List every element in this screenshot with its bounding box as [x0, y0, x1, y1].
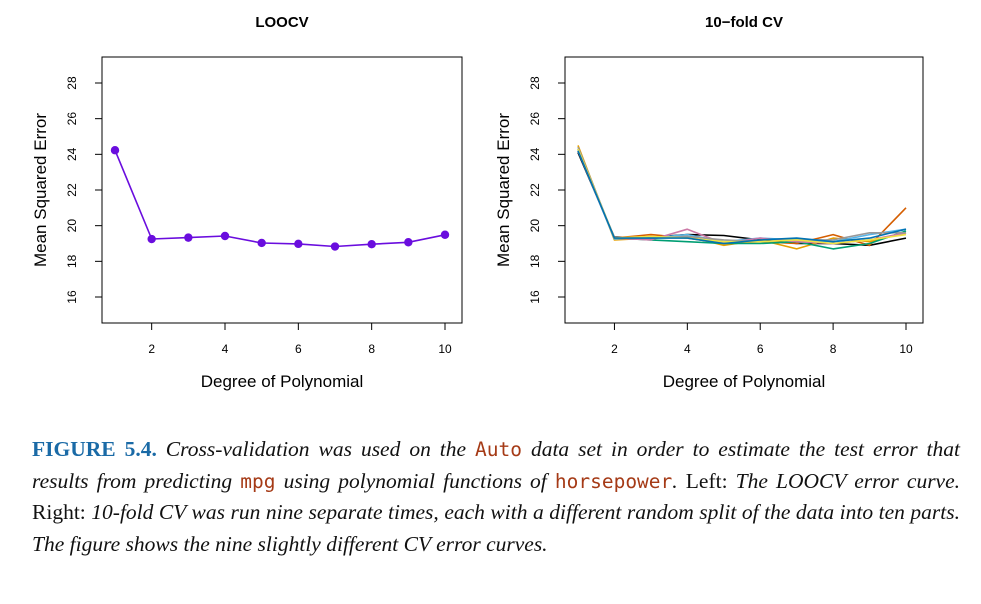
plot-frame: [564, 56, 924, 324]
x-tick-label: 10: [899, 342, 913, 356]
series-line-6: [577, 150, 907, 245]
series-line-1: [577, 152, 907, 247]
y-tick-label: 20: [528, 219, 542, 233]
caption-text: using polynomial functions of: [275, 468, 555, 493]
y-tick-label: 16: [65, 290, 79, 304]
series-line-8: [577, 148, 907, 245]
series-line-7: [577, 146, 906, 243]
plot-frame: [101, 56, 463, 324]
code-horsepower: horsepower: [554, 469, 673, 493]
x-tick-label: 4: [222, 342, 229, 356]
figure-caption: FIGURE 5.4. Cross-validation was used on…: [32, 434, 960, 560]
data-point: [404, 238, 413, 247]
panel-1: LOOCV Degree of Polynomial Mean Squared Er…: [31, 14, 463, 391]
data-point: [257, 238, 266, 248]
caption-text: .: [672, 468, 686, 493]
x-tick-label: 10: [438, 342, 452, 356]
y-tick-label: 24: [528, 147, 542, 161]
x-tick-label: 2: [148, 342, 155, 356]
data-point: [440, 230, 450, 239]
y-tick-label: 26: [65, 112, 79, 126]
caption-text: 10-fold CV was run nine separate times, …: [32, 500, 960, 556]
caption-text: The LOOCV error curve.: [727, 468, 961, 493]
y-tick-label: 16: [528, 290, 542, 304]
caption-text: Cross-validation was used on the: [156, 437, 476, 461]
chart-title: LOOCV: [255, 14, 308, 31]
figure-label: FIGURE 5.4.: [32, 437, 157, 461]
y-axis-label: Mean Squared Error: [494, 113, 513, 267]
y-tick-label: 24: [65, 147, 79, 161]
x-tick-label: 6: [295, 342, 302, 356]
y-tick-label: 26: [528, 112, 542, 126]
caption-text: data set in order to estimate the test e…: [32, 437, 960, 493]
data-point: [184, 233, 193, 242]
data-point: [110, 146, 120, 155]
x-tick-label: 8: [368, 342, 375, 356]
y-tick-label: 18: [528, 254, 542, 268]
y-axis-label: Mean Squared Error: [31, 113, 50, 267]
chart-svg: LOOCV Degree of Polynomial Mean Squared Er…: [31, 14, 924, 391]
series-line-2: [577, 148, 907, 247]
y-tick-label: 22: [65, 183, 79, 197]
x-tick-label: 6: [757, 342, 764, 356]
series-line-5: [577, 148, 907, 250]
caption-right-label: Right:: [32, 500, 86, 524]
caption-left-label: Left:: [685, 468, 728, 493]
data-point: [330, 242, 340, 251]
chart-title: 10−fold CV: [705, 14, 783, 31]
code-auto: Auto: [475, 438, 522, 461]
y-tick-label: 20: [65, 219, 79, 233]
panel-2: 10−fold CV Degree of Polynomial Mean Squar…: [494, 14, 924, 391]
series-line-3: [577, 145, 907, 250]
data-point: [294, 239, 303, 249]
data-point: [220, 231, 230, 241]
series-line-1: [114, 149, 446, 248]
data-point: [147, 234, 156, 244]
figure: LOOCV Degree of Polynomial Mean Squared Er…: [31, 14, 924, 391]
y-tick-label: 28: [65, 76, 79, 90]
y-tick-label: 28: [528, 76, 542, 90]
x-axis-label: Degree of Polynomial: [663, 372, 826, 391]
x-tick-label: 4: [684, 342, 691, 356]
series-line-9: [577, 150, 907, 245]
series-line-4: [577, 150, 907, 243]
x-tick-label: 8: [830, 342, 837, 356]
x-axis-label: Degree of Polynomial: [201, 372, 364, 391]
y-tick-label: 22: [528, 183, 542, 197]
x-tick-label: 2: [611, 342, 618, 356]
y-tick-label: 18: [65, 254, 79, 268]
code-mpg: mpg: [240, 469, 276, 493]
data-point: [367, 240, 376, 249]
